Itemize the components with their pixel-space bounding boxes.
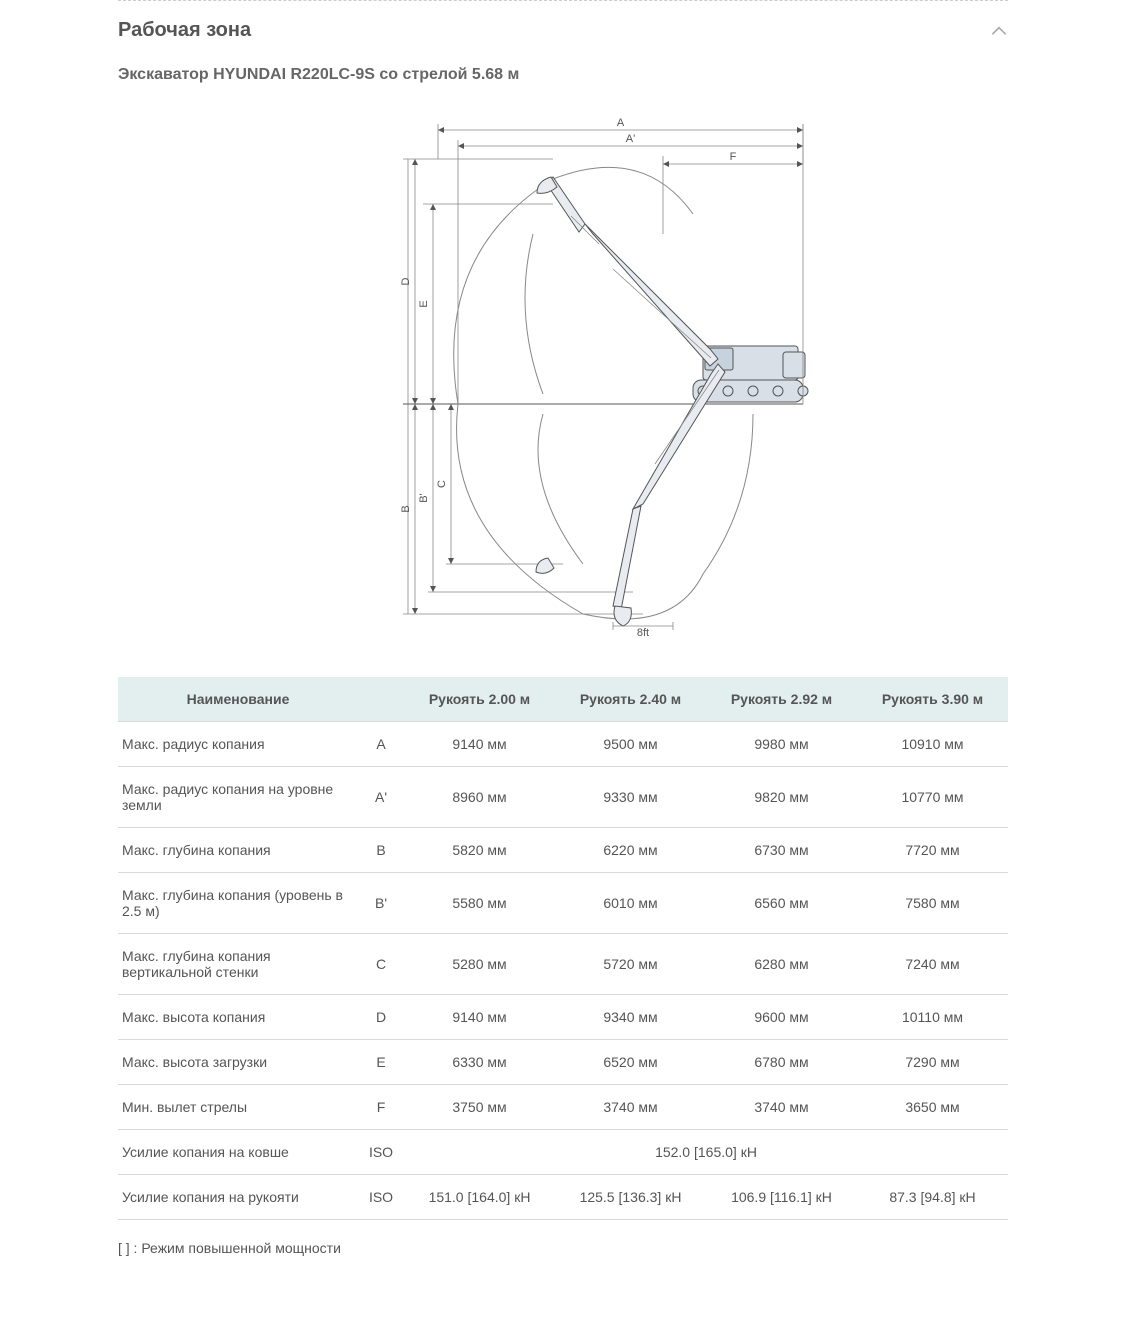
row-code: B (358, 828, 404, 873)
row-value: 6220 мм (555, 828, 706, 873)
row-value: 7240 мм (857, 934, 1008, 995)
row-value: 5580 мм (404, 873, 555, 934)
svg-text:C: C (436, 480, 448, 488)
svg-text:B: B (400, 505, 412, 512)
table-row: Макс. высота загрузкиE6330 мм6520 мм6780… (118, 1040, 1008, 1085)
row-value: 125.5 [136.3] кН (555, 1175, 706, 1220)
row-name: Макс. высота загрузки (118, 1040, 358, 1085)
row-name: Усилие копания на ковше (118, 1130, 358, 1175)
table-row: Макс. глубина копания (уровень в 2.5 м)B… (118, 873, 1008, 934)
table-row: Макс. глубина копанияB5820 мм6220 мм6730… (118, 828, 1008, 873)
row-code: D (358, 995, 404, 1040)
row-code: F (358, 1085, 404, 1130)
row-value: 9330 мм (555, 767, 706, 828)
table-header: Рукоять 3.90 м (857, 677, 1008, 722)
row-value: 6560 мм (706, 873, 857, 934)
row-value: 5280 мм (404, 934, 555, 995)
table-row: Макс. глубина копания вертикальной стенк… (118, 934, 1008, 995)
row-value: 9500 мм (555, 722, 706, 767)
row-value: 5820 мм (404, 828, 555, 873)
section-header: Рабочая зона (118, 19, 1008, 42)
table-header: Рукоять 2.00 м (404, 677, 555, 722)
row-value: 9340 мм (555, 995, 706, 1040)
row-code: C (358, 934, 404, 995)
row-value: 3740 мм (706, 1085, 857, 1130)
row-value: 10770 мм (857, 767, 1008, 828)
row-value-merged: 152.0 [165.0] кН (404, 1130, 1008, 1175)
row-code: A (358, 722, 404, 767)
spec-table: Наименование Рукоять 2.00 мРукоять 2.40 м… (118, 677, 1008, 1220)
row-value: 6780 мм (706, 1040, 857, 1085)
row-name: Макс. глубина копания вертикальной стенк… (118, 934, 358, 995)
row-name: Усилие копания на рукояти (118, 1175, 358, 1220)
row-value: 10910 мм (857, 722, 1008, 767)
svg-text:D: D (400, 277, 412, 285)
row-value: 9820 мм (706, 767, 857, 828)
svg-text:B': B' (418, 493, 430, 502)
row-value: 151.0 [164.0] кН (404, 1175, 555, 1220)
chevron-up-icon[interactable] (990, 23, 1008, 39)
table-row: Мин. вылет стрелыF3750 мм3740 мм3740 мм3… (118, 1085, 1008, 1130)
row-value: 9140 мм (404, 722, 555, 767)
row-name: Макс. глубина копания (уровень в 2.5 м) (118, 873, 358, 934)
row-value: 6520 мм (555, 1040, 706, 1085)
section-title: Рабочая зона (118, 19, 251, 42)
svg-text:A': A' (626, 133, 635, 145)
table-row: Усилие копания на рукоятиISO151.0 [164.0… (118, 1175, 1008, 1220)
row-value: 9600 мм (706, 995, 857, 1040)
row-value: 6280 мм (706, 934, 857, 995)
table-header: Рукоять 2.92 м (706, 677, 857, 722)
row-value: 8960 мм (404, 767, 555, 828)
row-value: 3650 мм (857, 1085, 1008, 1130)
row-value: 7720 мм (857, 828, 1008, 873)
row-name: Мин. вылет стрелы (118, 1085, 358, 1130)
row-value: 3750 мм (404, 1085, 555, 1130)
row-value: 106.9 [116.1] кН (706, 1175, 857, 1220)
row-value: 5720 мм (555, 934, 706, 995)
row-value: 87.3 [94.8] кН (857, 1175, 1008, 1220)
table-header (358, 677, 404, 722)
row-value: 7290 мм (857, 1040, 1008, 1085)
row-value: 7580 мм (857, 873, 1008, 934)
row-value: 6330 мм (404, 1040, 555, 1085)
footnote: [ ] : Режим повышенной мощности (118, 1240, 1008, 1256)
subtitle: Экскаватор HYUNDAI R220LC-9S со стрелой … (118, 66, 1008, 84)
table-row: Макс. радиус копанияA9140 мм9500 мм9980 … (118, 722, 1008, 767)
table-header: Наименование (118, 677, 358, 722)
row-code: E (358, 1040, 404, 1085)
svg-text:8ft: 8ft (637, 627, 649, 639)
svg-text:E: E (418, 300, 430, 307)
row-code: A' (358, 767, 404, 828)
row-value: 9140 мм (404, 995, 555, 1040)
table-header: Рукоять 2.40 м (555, 677, 706, 722)
table-row: Усилие копания на ковшеISO152.0 [165.0] … (118, 1130, 1008, 1175)
table-row: Макс. радиус копания на уровне землиA'89… (118, 767, 1008, 828)
table-row: Макс. высота копанияD9140 мм9340 мм9600 … (118, 995, 1008, 1040)
working-range-diagram: AA' F D E B B' C 8ft (118, 104, 1008, 647)
row-value: 3740 мм (555, 1085, 706, 1130)
row-name: Макс. глубина копания (118, 828, 358, 873)
row-code: ISO (358, 1175, 404, 1220)
row-value: 10110 мм (857, 995, 1008, 1040)
row-name: Макс. радиус копания (118, 722, 358, 767)
row-name: Макс. радиус копания на уровне земли (118, 767, 358, 828)
row-value: 6730 мм (706, 828, 857, 873)
svg-text:A: A (617, 117, 625, 129)
row-code: B' (358, 873, 404, 934)
row-name: Макс. высота копания (118, 995, 358, 1040)
svg-text:F: F (730, 151, 737, 163)
row-code: ISO (358, 1130, 404, 1175)
row-value: 9980 мм (706, 722, 857, 767)
row-value: 6010 мм (555, 873, 706, 934)
